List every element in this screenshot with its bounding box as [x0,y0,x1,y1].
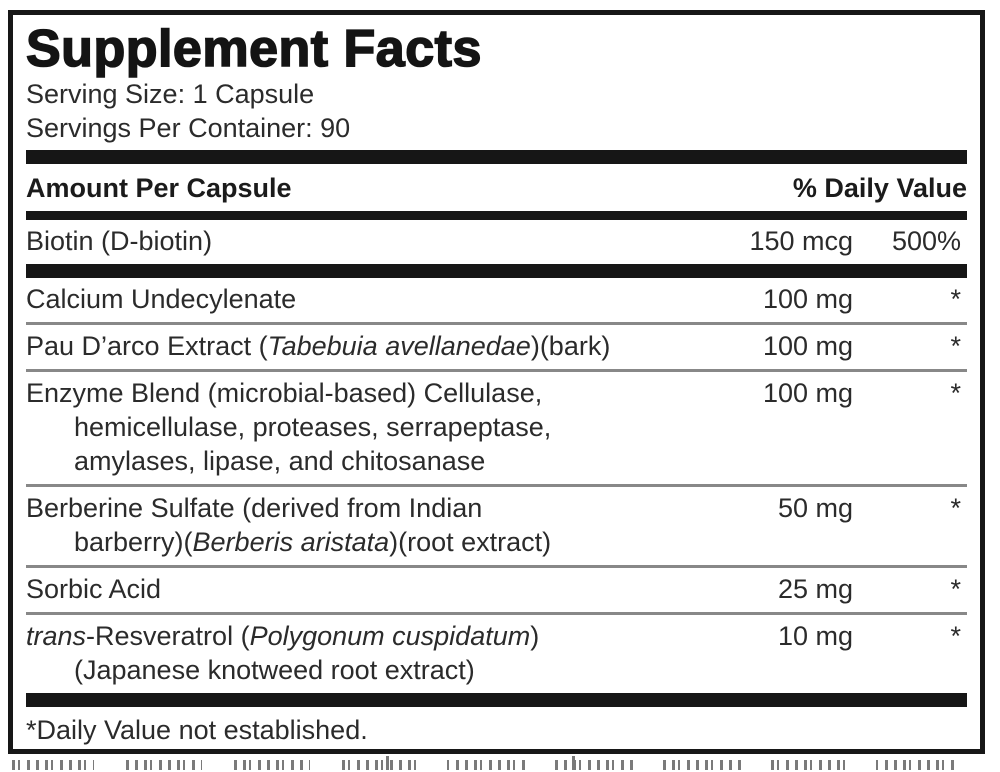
ingredient-name: Calcium Undecylenate [26,284,297,314]
panel-title: Supplement Facts [25,20,482,78]
ingredient-name: Pau D’arco Extract (Tabebuia avellanedae… [26,331,611,361]
amount-value: 100 mg [762,378,853,408]
amount-value: 25 mg [777,574,853,604]
row-separator [26,369,967,372]
amount-per-capsule-header: Amount Per Capsule [26,173,292,203]
ingredient-row: Enzyme Blend (microbial-based) Cellulase… [26,372,967,484]
ingredient-name: Berberine Sulfate (derived from Indian ba… [26,493,552,557]
row-separator [26,612,967,615]
cutoff-text-remnant-mark [572,756,575,770]
table-header-row: Amount Per Capsule % Daily Value [26,164,967,211]
daily-value: * [950,574,961,604]
ingredient-row: Biotin (D-biotin) 150 mcg 500% [26,220,967,264]
ingredient-row: Sorbic Acid 25 mg * [26,568,967,612]
percent-daily-value-header: % Daily Value [792,173,967,203]
servings-per-container-line: Servings Per Container: 90 [26,113,351,143]
supplement-facts-panel: Supplement Facts Serving Size: 1 Capsule… [8,10,985,754]
ingredient-row: trans-Resveratrol (Polygonum cuspidatum)… [26,615,967,693]
daily-value: 500% [891,226,961,256]
daily-value: * [950,331,961,361]
amount-value: 100 mg [762,284,853,314]
divider-bar-medium [26,211,967,220]
amount-value: 150 mcg [749,226,853,256]
cutoff-text-remnant-mark [386,756,389,770]
amount-value: 50 mg [777,493,853,523]
ingredient-name: Biotin (D-biotin) [26,226,213,256]
divider-bar-thick [26,150,967,164]
daily-value-footnote: *Daily Value not established. [26,715,368,745]
amount-value: 10 mg [777,621,853,651]
ingredient-name: Sorbic Acid [26,574,162,604]
divider-bar-thick [26,693,967,707]
daily-value: * [950,621,961,651]
ingredient-row: Pau D’arco Extract (Tabebuia avellanedae… [26,325,967,369]
ingredient-list: Calcium Undecylenate 100 mg * Pau D’arco Ex… [26,278,967,693]
cutoff-text-remnant [12,756,984,770]
amount-value: 100 mg [762,331,853,361]
ingredient-row: Calcium Undecylenate 100 mg * [26,278,967,322]
daily-value: * [950,378,961,408]
row-separator [26,322,967,325]
row-separator [26,484,967,487]
serving-size-line: Serving Size: 1 Capsule [26,79,315,109]
ingredient-name: Enzyme Blend (microbial-based) Cellulase… [26,378,552,476]
ingredient-name: trans-Resveratrol (Polygonum cuspidatum)… [26,621,540,685]
row-separator [26,565,967,568]
ingredient-row: Berberine Sulfate (derived from Indian ba… [26,487,967,565]
daily-value: * [950,493,961,523]
daily-value: * [950,284,961,314]
primary-ingredient-section: Biotin (D-biotin) 150 mcg 500% [26,220,967,264]
divider-bar-thick [26,264,967,278]
